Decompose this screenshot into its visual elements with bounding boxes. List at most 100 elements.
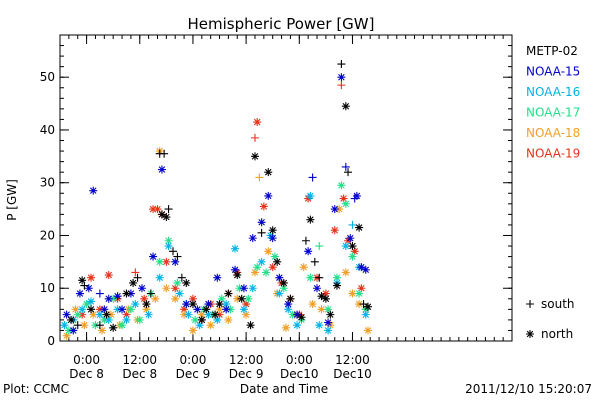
legend-marker-label: south [541, 297, 575, 311]
data-point [100, 315, 109, 324]
data-point [113, 305, 122, 314]
data-point [341, 162, 350, 171]
data-point [257, 218, 266, 227]
data-point [169, 247, 177, 256]
data-point [313, 284, 322, 293]
data-point [182, 278, 191, 287]
data-point [180, 305, 189, 314]
data-point [224, 315, 233, 324]
data-point [137, 284, 146, 293]
data-point [315, 242, 324, 251]
data-point [306, 273, 315, 282]
data-point [62, 331, 71, 340]
data-point [122, 289, 131, 298]
data-point [286, 294, 295, 303]
data-point [113, 292, 122, 301]
data-point [118, 321, 127, 330]
x-tick-label-date: Dec 8 [122, 367, 157, 381]
y-axis-label: P [GW] [5, 179, 19, 221]
y-tick-label: 10 [40, 281, 55, 295]
data-point [255, 173, 264, 182]
data-point [173, 278, 182, 287]
data-point [317, 305, 326, 314]
data-point [363, 326, 372, 335]
data-point [288, 310, 297, 319]
data-point [204, 300, 213, 309]
data-point [155, 273, 164, 282]
data-point [297, 313, 306, 322]
data-point [304, 247, 313, 256]
data-point [157, 165, 166, 174]
data-point [155, 257, 164, 266]
data-point [149, 252, 158, 261]
legend-item: NOAA-19 [526, 147, 580, 161]
data-point [359, 300, 368, 309]
data-point [270, 252, 279, 261]
legend-marker-south-icon [526, 300, 534, 308]
data-point [62, 310, 71, 319]
x-tick-label-date: Dec10 [333, 367, 372, 381]
data-point [142, 300, 151, 309]
data-point [87, 297, 96, 306]
data-point [164, 236, 173, 245]
data-point [104, 271, 113, 280]
data-point [215, 310, 224, 319]
data-point [284, 305, 293, 314]
data-point [321, 289, 330, 298]
data-point [89, 186, 98, 195]
data-point [222, 300, 231, 309]
data-point [126, 289, 135, 298]
data-point [306, 191, 315, 200]
data-point [95, 310, 104, 319]
data-point [151, 294, 160, 303]
data-point [197, 310, 206, 319]
data-point [361, 265, 370, 274]
data-point [315, 321, 324, 330]
data-point [248, 234, 257, 243]
data-point [337, 81, 346, 90]
data-point [250, 133, 259, 142]
data-point [87, 273, 96, 282]
data-point [239, 305, 248, 314]
data-point [222, 305, 231, 314]
x-tick-label-time: 12:00 [335, 353, 370, 367]
data-point [157, 210, 166, 219]
data-point [75, 289, 84, 298]
data-point [71, 305, 80, 314]
data-point [324, 318, 333, 327]
data-point [253, 118, 262, 127]
series-noaa-19 [69, 81, 370, 324]
series-noaa-18 [62, 147, 372, 340]
series-noaa-15 [62, 73, 370, 335]
data-point [202, 305, 211, 314]
data-point [188, 294, 197, 303]
data-point [268, 263, 277, 272]
data-point [257, 228, 266, 237]
data-point [275, 289, 284, 298]
data-point [84, 284, 93, 293]
data-point [162, 284, 171, 293]
data-point [177, 273, 186, 282]
data-point [80, 321, 89, 330]
x-tick-label-time: 0:00 [73, 353, 100, 367]
data-point [78, 305, 87, 314]
data-point [282, 323, 290, 332]
legend-item: NOAA-15 [526, 65, 580, 79]
data-point [89, 310, 98, 319]
data-point [182, 300, 191, 309]
data-point [102, 310, 111, 319]
data-point [188, 326, 197, 335]
data-point [104, 315, 113, 324]
data-point [326, 310, 335, 319]
legend-marker-label: north [541, 327, 573, 341]
data-point [80, 281, 89, 290]
data-point [268, 234, 277, 243]
data-point [339, 194, 348, 203]
data-point [275, 273, 284, 282]
data-point [308, 300, 317, 309]
x-tick-label-time: 0:00 [179, 353, 206, 367]
data-point [250, 268, 259, 277]
x-tick-label-date: Dec 8 [69, 367, 104, 381]
data-point [195, 321, 204, 330]
data-point [352, 191, 361, 200]
